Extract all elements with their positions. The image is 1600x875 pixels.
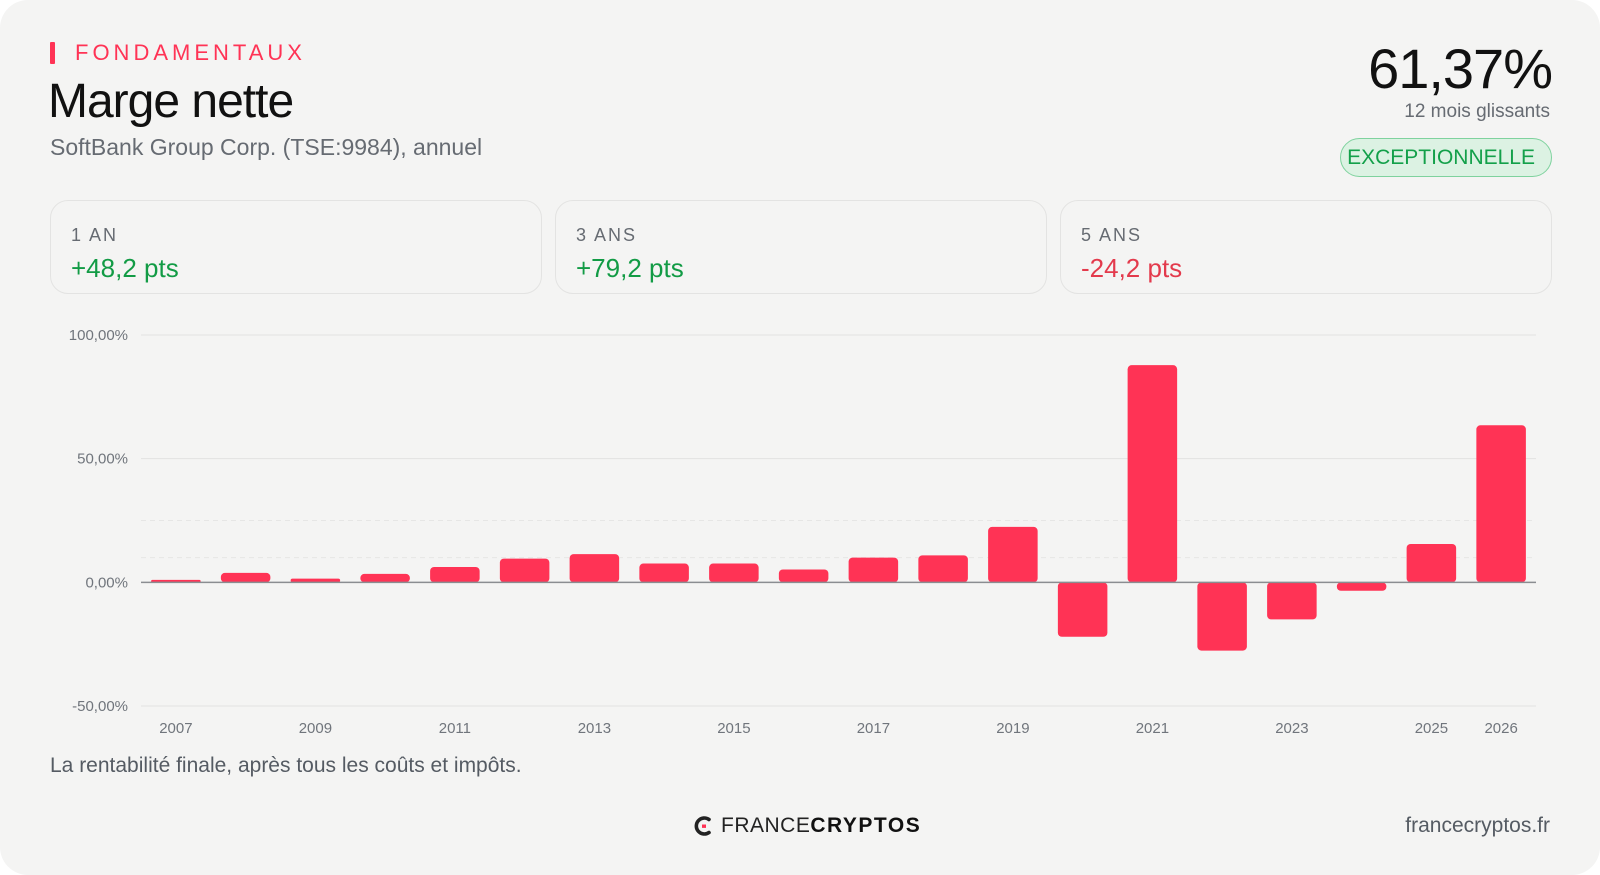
- bar-2018: [918, 555, 968, 583]
- bar-2013: [569, 554, 620, 583]
- chart-footnote: La rentabilité finale, après tous les co…: [50, 754, 522, 777]
- bar-2012: [499, 558, 550, 583]
- section-kicker: FONDAMENTAUX: [50, 40, 306, 66]
- bar-2015: [709, 563, 759, 583]
- bar-2021: [1127, 365, 1178, 583]
- bar-2026: [1476, 425, 1526, 583]
- page-subtitle: SoftBank Group Corp. (TSE:9984), annuel: [50, 134, 483, 160]
- bar-2024: [1336, 582, 1387, 591]
- x-tick-label: 2007: [159, 720, 192, 737]
- brand-logo[interactable]: FRANCE CRYPTOS: [693, 814, 921, 838]
- stat-label: 3 ANS: [576, 225, 638, 245]
- y-tick-label: 100,00%: [69, 327, 128, 344]
- kicker-accent-bar: [50, 42, 55, 64]
- bar-2011: [430, 566, 480, 583]
- stat-value: +79,2 pts: [576, 253, 684, 283]
- y-tick-label: 0,00%: [85, 574, 128, 591]
- x-tick-label: 2023: [1275, 720, 1308, 737]
- bar-2010: [360, 573, 410, 583]
- page-title: Marge nette: [48, 75, 294, 128]
- stat-value: +48,2 pts: [71, 253, 179, 283]
- brand-name-part1: FRANCE: [721, 814, 811, 837]
- bar-2008: [220, 572, 271, 583]
- site-link[interactable]: francecryptos.fr: [1405, 814, 1550, 837]
- x-tick-label: 2011: [439, 720, 471, 737]
- brand-name-part2: CRYPTOS: [810, 814, 922, 837]
- headline-value: 61,37%: [1368, 37, 1553, 100]
- x-tick-label: 2026: [1484, 720, 1517, 737]
- bar-2009: [290, 578, 341, 583]
- x-tick-label: 2019: [996, 720, 1029, 737]
- stat-value: -24,2 pts: [1081, 253, 1183, 283]
- x-tick-label: 2025: [1415, 720, 1448, 737]
- headline-caption: 12 mois glissants: [1404, 101, 1550, 122]
- y-tick-label: -50,00%: [72, 698, 128, 715]
- x-tick-label: 2013: [578, 720, 611, 737]
- x-tick-label: 2021: [1136, 720, 1169, 737]
- bar-2017: [848, 557, 899, 583]
- bar-2023: [1267, 582, 1317, 620]
- stat-card-5y: 5 ANS -24,2 pts: [1060, 200, 1552, 294]
- rating-badge: EXCEPTIONNELLE: [1340, 138, 1552, 177]
- brand-mark-icon: [694, 816, 711, 836]
- stat-label: 5 ANS: [1081, 225, 1143, 245]
- bar-2019: [988, 526, 1038, 583]
- x-tick-label: 2009: [299, 720, 332, 737]
- y-tick-label: 50,00%: [77, 451, 128, 468]
- stat-card-1y: 1 AN +48,2 pts: [50, 200, 542, 294]
- bar-2022: [1197, 582, 1247, 651]
- stat-label: 1 AN: [71, 225, 119, 245]
- kicker-label: FONDAMENTAUX: [75, 40, 306, 65]
- bar-2016: [778, 569, 829, 583]
- bar-2025: [1406, 543, 1457, 583]
- x-tick-label: 2015: [717, 720, 750, 737]
- bar-2020: [1057, 582, 1108, 637]
- stat-card-3y: 3 ANS +79,2 pts: [555, 200, 1047, 294]
- bar-2014: [639, 563, 689, 583]
- x-tick-label: 2017: [857, 720, 890, 737]
